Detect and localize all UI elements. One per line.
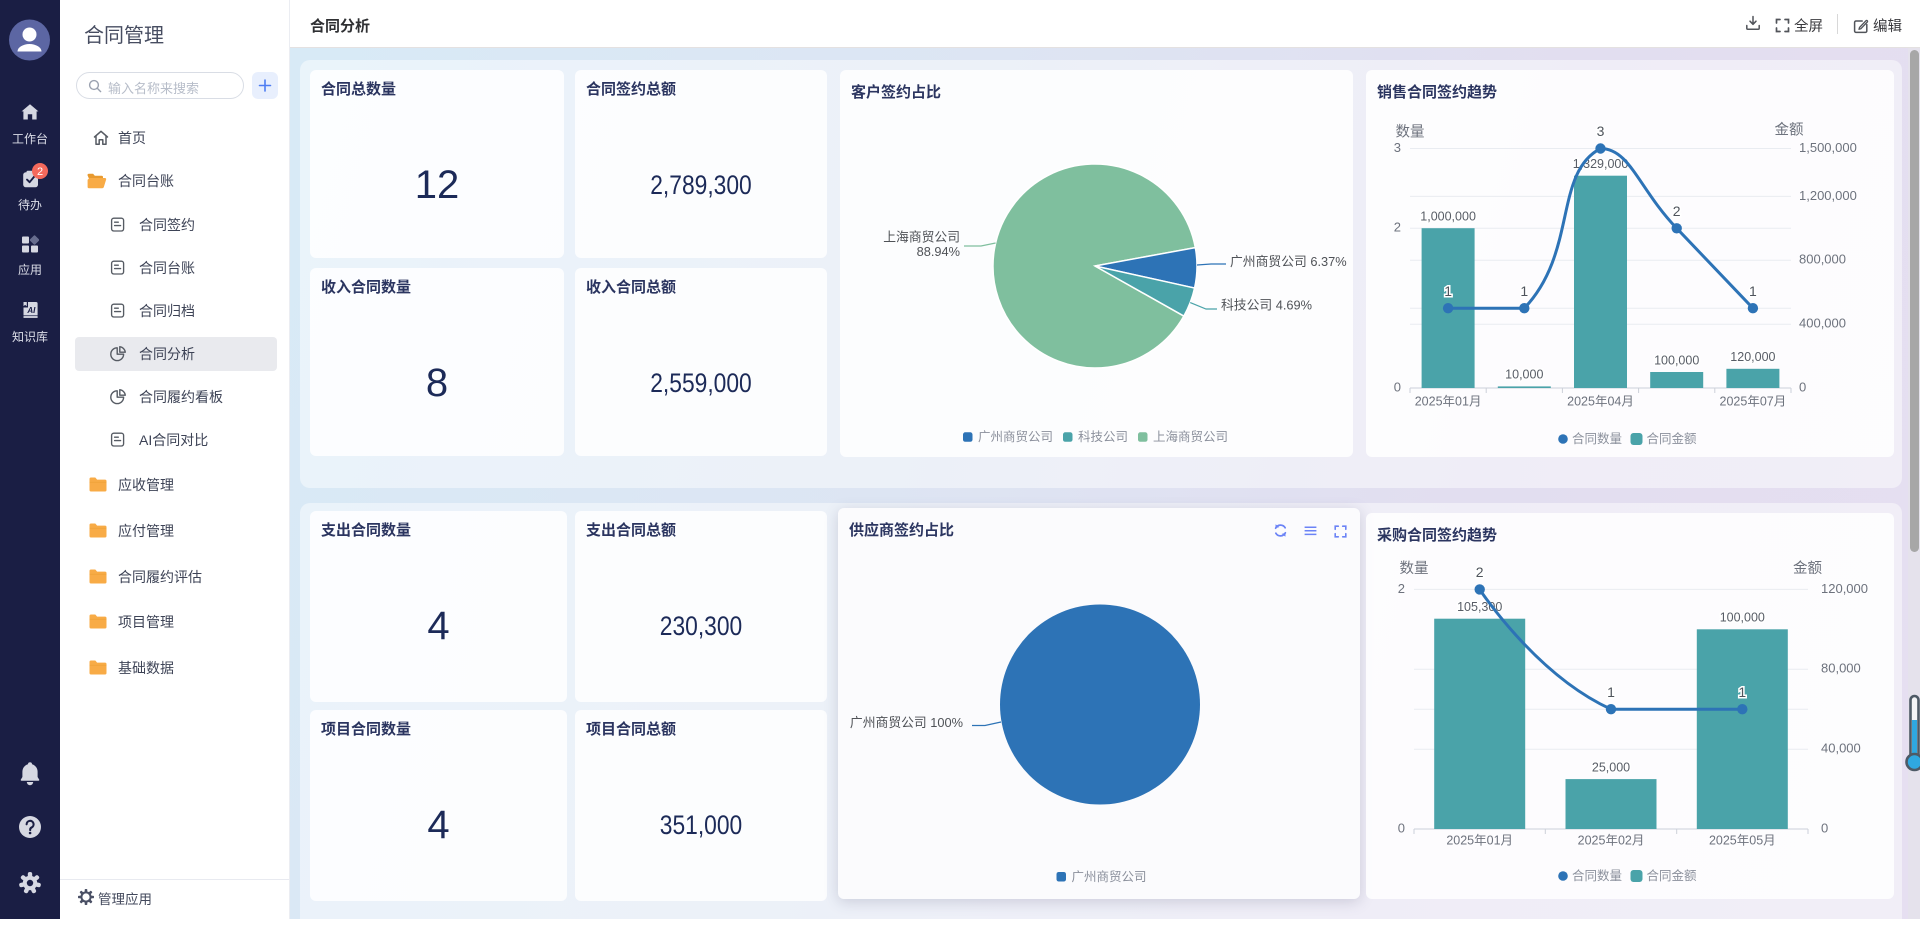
svg-text:上海商贸公司: 上海商贸公司 bbox=[883, 229, 960, 244]
svg-text:10,000: 10,000 bbox=[1505, 368, 1543, 382]
svg-text:120,000: 120,000 bbox=[1730, 350, 1775, 364]
svg-text:金额: 金额 bbox=[1775, 121, 1804, 138]
svg-text:0: 0 bbox=[1394, 379, 1401, 394]
svg-text:1: 1 bbox=[1738, 684, 1746, 700]
svg-text:数量: 数量 bbox=[1400, 560, 1429, 577]
svg-text:120,000: 120,000 bbox=[1821, 581, 1868, 596]
svg-text:88.94%: 88.94% bbox=[917, 244, 960, 259]
svg-text:2025年01月: 2025年01月 bbox=[1415, 394, 1482, 408]
svg-text:80,000: 80,000 bbox=[1821, 661, 1861, 676]
svg-text:2: 2 bbox=[1673, 203, 1681, 219]
svg-text:1: 1 bbox=[1607, 684, 1615, 700]
svg-text:合同数量: 合同数量 bbox=[1572, 431, 1622, 446]
svg-text:上海商贸公司: 上海商贸公司 bbox=[1153, 429, 1228, 444]
svg-text:科技公司: 科技公司 bbox=[1078, 430, 1128, 444]
svg-text:3: 3 bbox=[1597, 123, 1605, 139]
svg-text:2025年04月: 2025年04月 bbox=[1567, 394, 1634, 408]
svg-text:800,000: 800,000 bbox=[1799, 252, 1846, 267]
svg-text:1: 1 bbox=[1444, 283, 1452, 299]
svg-text:2025年01月: 2025年01月 bbox=[1446, 833, 1513, 847]
svg-text:AI: AI bbox=[26, 306, 36, 315]
svg-text:广州商贸公司: 广州商贸公司 bbox=[978, 429, 1053, 444]
svg-text:2025年05月: 2025年05月 bbox=[1709, 833, 1776, 847]
svg-text:1,500,000: 1,500,000 bbox=[1799, 140, 1857, 155]
svg-text:合同金额: 合同金额 bbox=[1647, 868, 1698, 883]
svg-text:科技公司 4.69%: 科技公司 4.69% bbox=[1221, 297, 1312, 312]
svg-text:0: 0 bbox=[1799, 379, 1806, 394]
svg-text:1: 1 bbox=[1749, 283, 1757, 299]
svg-text:广州商贸公司: 广州商贸公司 bbox=[1072, 869, 1147, 884]
svg-text:2: 2 bbox=[37, 166, 43, 178]
svg-text:400,000: 400,000 bbox=[1799, 316, 1846, 331]
svg-text:2: 2 bbox=[1394, 220, 1401, 235]
svg-text:1,000,000: 1,000,000 bbox=[1420, 209, 1476, 223]
svg-text:100,000: 100,000 bbox=[1654, 353, 1699, 367]
svg-text:3: 3 bbox=[1394, 140, 1401, 155]
svg-text:0: 0 bbox=[1821, 820, 1828, 835]
svg-text:2025年02月: 2025年02月 bbox=[1578, 833, 1645, 847]
svg-text:2: 2 bbox=[1398, 581, 1405, 596]
svg-text:1,200,000: 1,200,000 bbox=[1799, 188, 1857, 203]
svg-text:合同数量: 合同数量 bbox=[1572, 868, 1622, 883]
svg-text:广州商贸公司 100%: 广州商贸公司 100% bbox=[850, 715, 963, 730]
svg-text:金额: 金额 bbox=[1793, 560, 1822, 577]
svg-text:0: 0 bbox=[1398, 820, 1405, 835]
svg-text:25,000: 25,000 bbox=[1592, 760, 1630, 774]
svg-text:数量: 数量 bbox=[1396, 123, 1425, 140]
svg-text:40,000: 40,000 bbox=[1821, 741, 1861, 756]
svg-text:1: 1 bbox=[1520, 283, 1528, 299]
svg-text:2025年07月: 2025年07月 bbox=[1720, 394, 1787, 408]
svg-text:合同金额: 合同金额 bbox=[1647, 431, 1698, 446]
svg-text:2: 2 bbox=[1476, 564, 1484, 580]
svg-text:广州商贸公司 6.37%: 广州商贸公司 6.37% bbox=[1230, 254, 1347, 269]
svg-text:100,000: 100,000 bbox=[1720, 611, 1765, 625]
